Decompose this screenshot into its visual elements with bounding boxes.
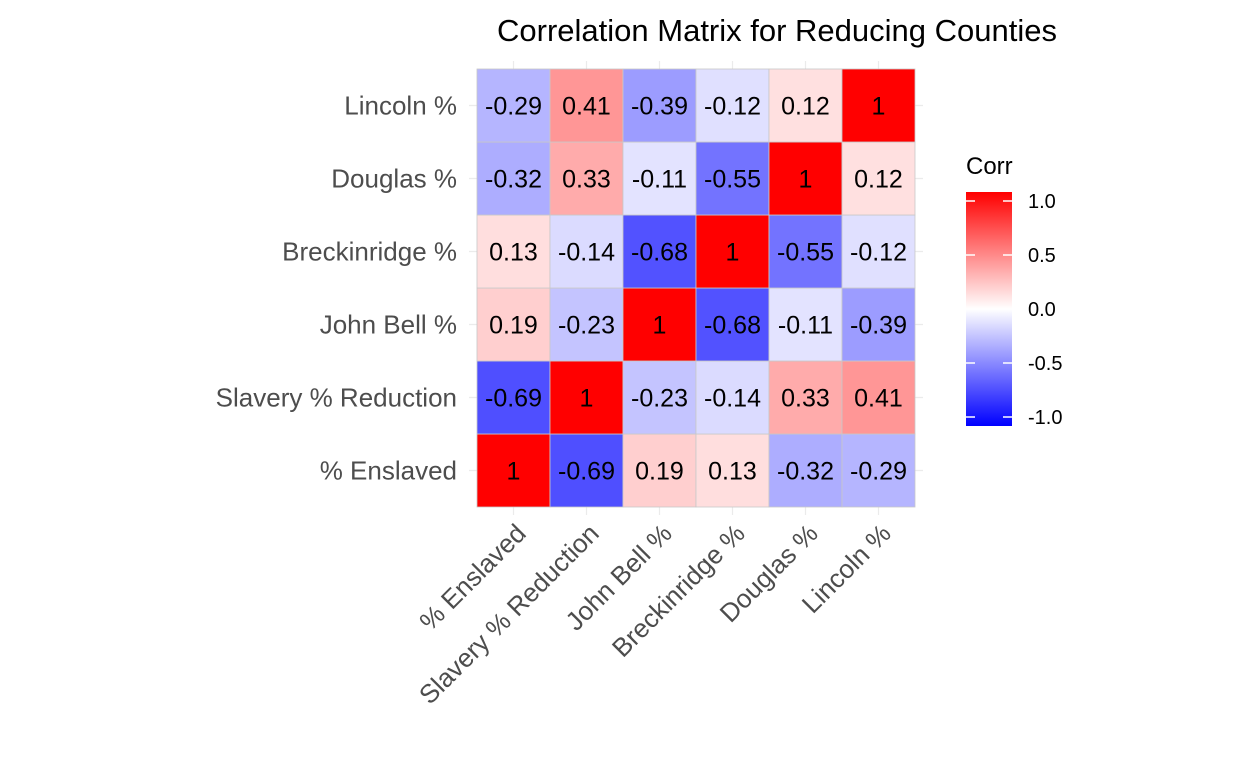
cell-value-label: 0.13 bbox=[489, 239, 538, 267]
cell-value-label: -0.68 bbox=[704, 312, 761, 340]
heatmap-cell bbox=[476, 433, 551, 508]
cell-value-label: -0.23 bbox=[558, 312, 615, 340]
heatmap-cell bbox=[549, 214, 624, 289]
chart-title: Correlation Matrix for Reducing Counties bbox=[497, 13, 1057, 48]
y-tick-label-enslaved: % Enslaved bbox=[320, 456, 457, 486]
cell-value-label: -0.68 bbox=[631, 239, 688, 267]
cell-value-label: 0.12 bbox=[854, 166, 903, 194]
cell-value-label: -0.69 bbox=[485, 385, 542, 413]
heatmap-cell bbox=[476, 287, 551, 362]
heatmap-cell bbox=[549, 68, 624, 143]
heatmap-cell bbox=[841, 214, 916, 289]
cell-value-label: 0.33 bbox=[781, 385, 830, 413]
heatmap-cell bbox=[695, 287, 770, 362]
legend-ticks: 1.0 0.5 0.0 -0.5 -1.0 bbox=[966, 191, 1062, 429]
y-tick-label-douglas: Douglas % bbox=[331, 164, 457, 194]
legend-tick-label: -0.5 bbox=[1028, 353, 1062, 375]
heatmap-cell bbox=[841, 287, 916, 362]
cell-value-label: -0.23 bbox=[631, 385, 688, 413]
cell-value-label: 0.33 bbox=[562, 166, 611, 194]
heatmap-cell bbox=[695, 214, 770, 289]
heatmap-cell bbox=[476, 214, 551, 289]
heatmap-cell bbox=[768, 360, 843, 435]
cell-value-label: 0.41 bbox=[562, 93, 611, 121]
cell-value-label: -0.29 bbox=[485, 93, 542, 121]
cell-value-label: 0.19 bbox=[489, 312, 538, 340]
heatmap-cell bbox=[622, 287, 697, 362]
cell-value-label: -0.69 bbox=[558, 458, 615, 486]
cell-value-label: -0.39 bbox=[850, 312, 907, 340]
heatmap-cell bbox=[768, 287, 843, 362]
cell-value-label: -0.12 bbox=[704, 93, 761, 121]
heatmap-cell bbox=[622, 214, 697, 289]
heatmap-cell bbox=[841, 433, 916, 508]
heatmap-cell bbox=[768, 214, 843, 289]
cell-value-label: -0.32 bbox=[777, 458, 834, 486]
y-tick-label-john-bell: John Bell % bbox=[320, 310, 457, 340]
heatmap-cell bbox=[841, 68, 916, 143]
cell-value-label: 1 bbox=[799, 166, 813, 194]
heatmap-cell bbox=[622, 141, 697, 216]
cell-value-label: -0.14 bbox=[558, 239, 615, 267]
color-legend: Corr 1.0 0.5 0.0 -0.5 -1.0 bbox=[966, 153, 1062, 429]
cell-value-label: -0.12 bbox=[850, 239, 907, 267]
heatmap-cell-labels: 1 -0.69 0.19 0.13 -0.32 -0.29 -0.69 1 -0.23 -0.14… bbox=[485, 93, 907, 486]
heatmap-cells bbox=[476, 68, 916, 508]
heatmap-cell bbox=[549, 360, 624, 435]
heatmap-cell bbox=[768, 433, 843, 508]
cell-value-label: -0.39 bbox=[631, 93, 688, 121]
y-tick-label-breckinridge: Breckinridge % bbox=[282, 237, 457, 267]
cell-value-label: 1 bbox=[872, 93, 886, 121]
cell-value-label: 1 bbox=[653, 312, 667, 340]
cell-value-label: -0.29 bbox=[850, 458, 907, 486]
cell-value-label: 1 bbox=[580, 385, 594, 413]
cell-value-label: 0.12 bbox=[781, 93, 830, 121]
cell-value-label: -0.32 bbox=[485, 166, 542, 194]
heatmap-cell bbox=[841, 141, 916, 216]
heatmap-cell bbox=[549, 433, 624, 508]
heatmap-cell bbox=[622, 68, 697, 143]
cell-value-label: 1 bbox=[507, 458, 521, 486]
y-tick-label-slavery-reduction: Slavery % Reduction bbox=[216, 383, 457, 413]
heatmap-cell bbox=[841, 360, 916, 435]
legend-tick-label: 0.5 bbox=[1028, 245, 1056, 267]
cell-value-label: -0.14 bbox=[704, 385, 761, 413]
heatmap-cell bbox=[768, 68, 843, 143]
y-axis-tick-labels: % Enslaved Slavery % Reduction John Bell %… bbox=[216, 91, 457, 486]
cell-value-label: -0.55 bbox=[704, 166, 761, 194]
cell-value-label: -0.11 bbox=[778, 312, 833, 340]
cell-value-label: -0.55 bbox=[777, 239, 834, 267]
cell-value-label: 0.13 bbox=[708, 458, 757, 486]
heatmap-cell bbox=[476, 360, 551, 435]
cell-value-label: -0.11 bbox=[632, 166, 687, 194]
legend-tick-label: 1.0 bbox=[1028, 191, 1056, 213]
heatmap-cell bbox=[549, 141, 624, 216]
legend-title: Corr bbox=[966, 153, 1013, 180]
cell-value-label: 0.19 bbox=[635, 458, 684, 486]
legend-tick-label: -1.0 bbox=[1028, 407, 1062, 429]
cell-value-label: 1 bbox=[726, 239, 740, 267]
heatmap-cell bbox=[476, 68, 551, 143]
y-tick-label-lincoln: Lincoln % bbox=[344, 91, 457, 121]
heatmap-cell bbox=[695, 360, 770, 435]
cell-value-label: 0.41 bbox=[854, 385, 903, 413]
legend-tick-label: 0.0 bbox=[1028, 299, 1056, 321]
heatmap-cell bbox=[768, 141, 843, 216]
heatmap-cell bbox=[549, 287, 624, 362]
